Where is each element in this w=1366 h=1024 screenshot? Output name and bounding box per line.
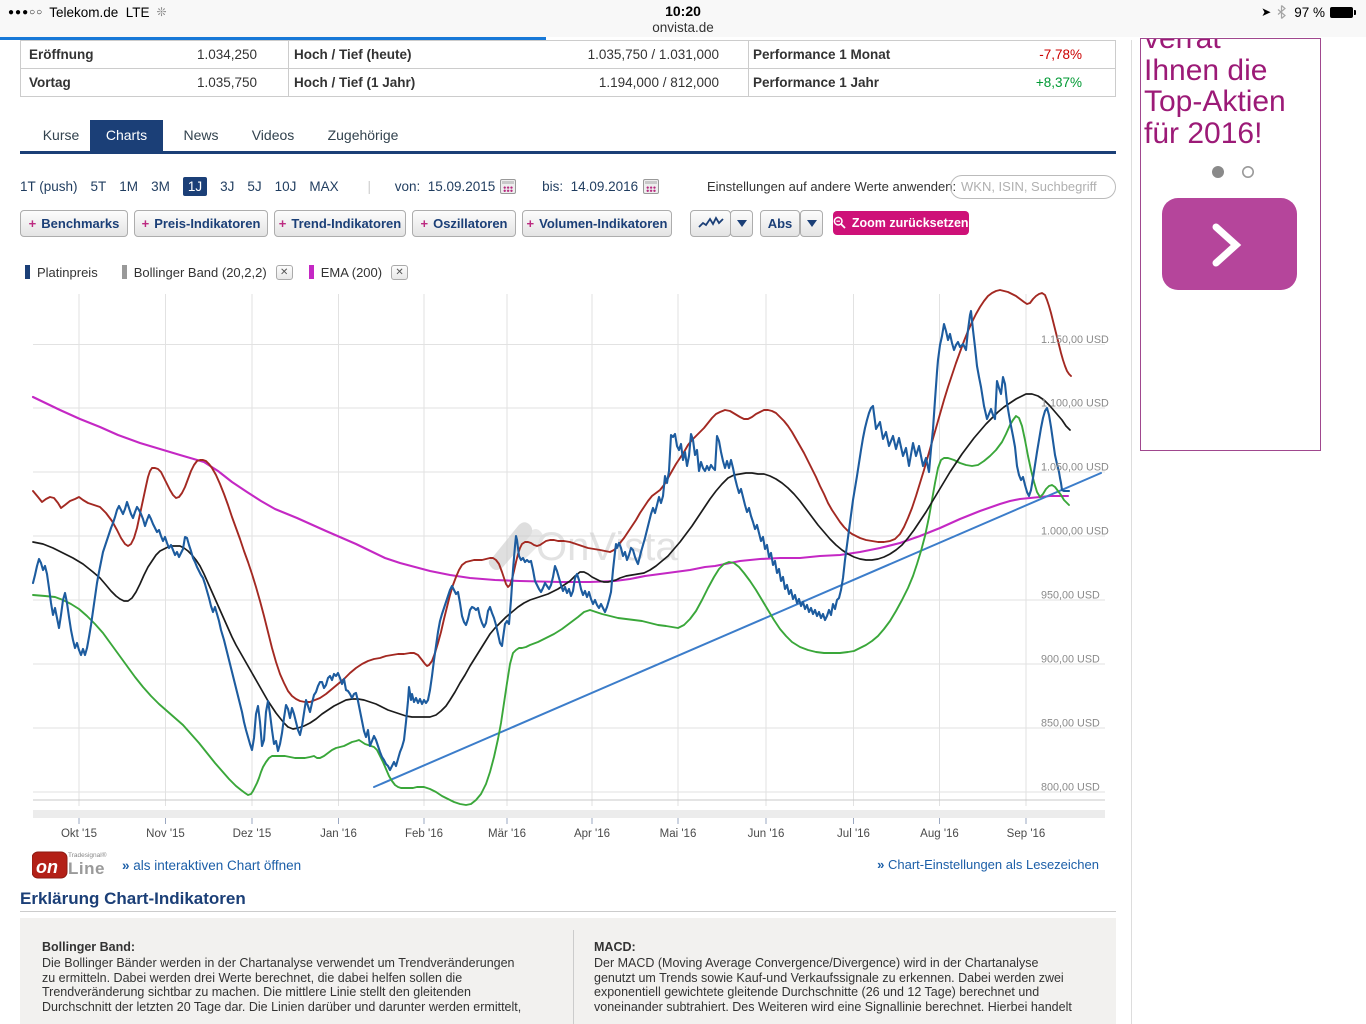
svg-text:Apr '16: Apr '16 [574, 828, 610, 840]
svg-text:Nov '15: Nov '15 [146, 828, 185, 840]
svg-text:950,00 USD: 950,00 USD [1041, 590, 1100, 602]
svg-text:1.000,00 USD: 1.000,00 USD [1041, 526, 1109, 538]
svg-text:800,00 USD: 800,00 USD [1041, 782, 1100, 794]
svg-text:Aug '16: Aug '16 [920, 828, 959, 840]
svg-text:Line: Line [68, 859, 105, 878]
svg-text:1.050,00 USD: 1.050,00 USD [1041, 462, 1109, 474]
svg-text:850,00 USD: 850,00 USD [1041, 718, 1100, 730]
svg-text:Sep '16: Sep '16 [1007, 828, 1046, 840]
svg-text:1.100,00 USD: 1.100,00 USD [1041, 398, 1109, 410]
svg-text:Jul '16: Jul '16 [837, 828, 870, 840]
svg-text:on: on [36, 857, 58, 877]
svg-text:Jan '16: Jan '16 [320, 828, 357, 840]
svg-text:OnVista: OnVista [536, 525, 678, 569]
svg-text:Jun '16: Jun '16 [748, 828, 785, 840]
svg-text:Feb '16: Feb '16 [405, 828, 443, 840]
svg-text:Okt '15: Okt '15 [61, 828, 97, 840]
svg-text:Mai '16: Mai '16 [660, 828, 697, 840]
svg-text:1.150,00 USD: 1.150,00 USD [1041, 334, 1109, 346]
svg-text:Tradesignal®: Tradesignal® [68, 851, 107, 859]
svg-text:Dez '15: Dez '15 [233, 828, 272, 840]
svg-text:Mär '16: Mär '16 [488, 828, 526, 840]
svg-text:900,00 USD: 900,00 USD [1041, 654, 1100, 666]
